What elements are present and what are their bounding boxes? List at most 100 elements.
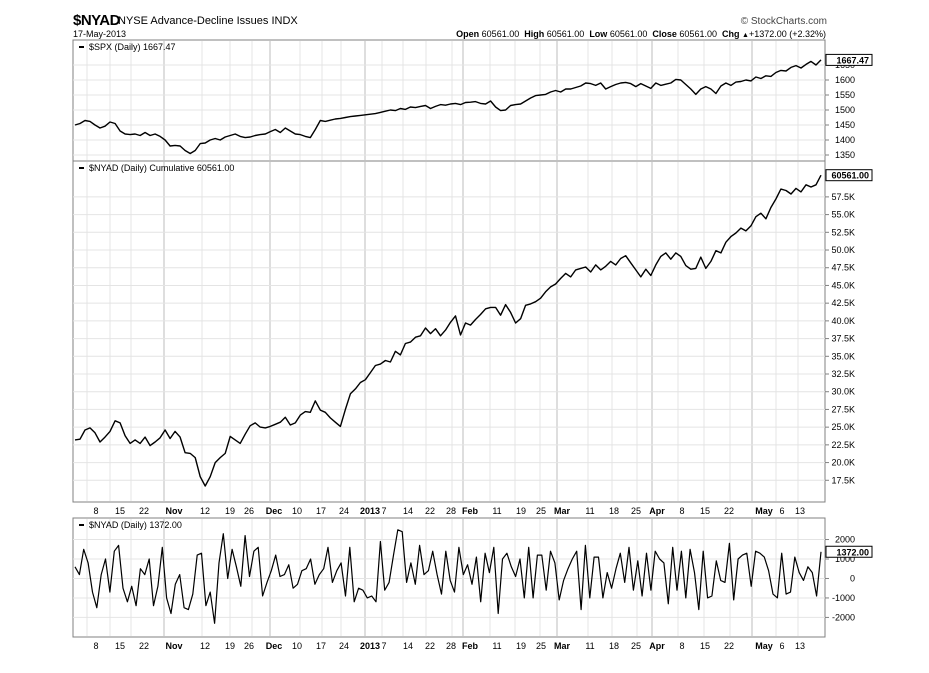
- x-axis-top-label: Mar: [554, 506, 571, 516]
- ohlc-high-label: High: [524, 29, 545, 39]
- daily-ytick-label: 2000: [835, 535, 855, 545]
- x-axis-top-label: 15: [115, 506, 125, 516]
- nyad-ytick-label: 32.5K: [831, 369, 855, 379]
- x-axis-top-label: Nov: [165, 506, 182, 516]
- nyad-ytick-label: 22.5K: [831, 440, 855, 450]
- x-axis-top-label: 14: [403, 506, 413, 516]
- x-axis-top-label: 18: [609, 506, 619, 516]
- price-series-line: [74, 59, 822, 155]
- price-ytick-label: 1450: [835, 120, 855, 130]
- x-axis-top-label: May: [755, 506, 773, 516]
- daily-last-value-frame: [825, 545, 873, 558]
- x-axis-top-label: 2013: [360, 506, 380, 516]
- x-axis-top-label: 8: [679, 506, 684, 516]
- x-axis-bottom-label: 22: [139, 641, 149, 651]
- x-axis-bottom-label: May: [755, 641, 773, 651]
- nyad-ytick-label: 30.0K: [831, 387, 855, 397]
- chart-date: 17-May-2013: [73, 29, 127, 39]
- x-axis-top-label: 10: [292, 506, 302, 516]
- nyad-ytick-label: 55.0K: [831, 210, 855, 220]
- x-axis-top-label: 25: [631, 506, 641, 516]
- x-axis-bottom-label: 22: [724, 641, 734, 651]
- x-axis-top-label: 11: [585, 506, 594, 516]
- price-panel-yticks: 1350140014501500155016001650: [825, 60, 855, 160]
- x-axis-bottom-label: 13: [795, 641, 805, 651]
- x-axis-bottom-label: Dec: [266, 641, 283, 651]
- x-axis-bottom-label: 8: [93, 641, 98, 651]
- symbol-name: NYSE Advance-Decline Issues: [118, 15, 269, 27]
- daily-panel: $NYAD (Daily) 1372.00 -2000 -1000 0 1000 200…: [72, 517, 873, 638]
- up-arrow-icon: ▲: [742, 32, 749, 39]
- price-ytick-label: 1400: [835, 135, 855, 145]
- x-axis-bottom-label: 17: [316, 641, 326, 651]
- x-axis-bottom-label: Nov: [165, 641, 182, 651]
- nyad-ytick-label: 42.5K: [831, 298, 855, 308]
- x-axis-top-label: Feb: [462, 506, 479, 516]
- x-axis-top-label: 26: [244, 506, 254, 516]
- symbol-description: NYSE Advance-Decline Issues INDX: [118, 15, 298, 27]
- x-axis-top-label: 6: [779, 506, 784, 516]
- nyad-ytick-label: 57.5K: [831, 192, 855, 202]
- x-axis-bottom-label: 26: [244, 641, 254, 651]
- x-axis-top-label: 19: [225, 506, 235, 516]
- daily-series-line: [74, 529, 822, 624]
- x-axis-top-label: 22: [425, 506, 435, 516]
- x-axis-bottom-label: Feb: [462, 641, 479, 651]
- ohlc-low-label: Low: [589, 29, 608, 39]
- ohlc-open-label: Open: [456, 29, 480, 39]
- nyad-ytick-label: 17.5K: [831, 475, 855, 485]
- nyad-ytick-label: 50.0K: [831, 245, 855, 255]
- x-axis-bottom-label: 15: [700, 641, 710, 651]
- x-axis-bottom-label: 25: [536, 641, 546, 651]
- x-axis-bottom-label: 2013: [360, 641, 380, 651]
- nyad-ytick-label: 40.0K: [831, 316, 855, 326]
- x-axis-top-label: 28: [446, 506, 456, 516]
- x-axis-top-label: 11: [492, 506, 501, 516]
- brand-label: © StockCharts.com: [740, 16, 827, 27]
- ohlc-low-value: 60561.00: [609, 29, 648, 39]
- x-axis-top-label: 15: [700, 506, 710, 516]
- nyad-panel-grid: [73, 162, 825, 501]
- x-axis-bottom-label: Mar: [554, 641, 571, 651]
- daily-last-value: 1372.00: [836, 547, 869, 557]
- x-axis-bottom-label: 12: [200, 641, 210, 651]
- daily-last-value-box: 1372.00: [825, 545, 873, 558]
- x-axis-top-label: Dec: [266, 506, 283, 516]
- ohlc-summary: Open 60561.00 High 60561.00 Low 60561.00…: [456, 29, 826, 39]
- daily-panel-title: $NYAD (Daily) 1372.00: [89, 520, 182, 530]
- nyad-ytick-label: 45.0K: [831, 280, 855, 290]
- price-last-value-frame: [825, 53, 873, 66]
- x-axis-top-label: 8: [93, 506, 98, 516]
- daily-ytick-label: 0: [850, 573, 855, 583]
- price-panel: $SPX (Daily) 1667.47 1350 1400 1450 1500 155…: [72, 39, 873, 162]
- nyad-ytick-label: 47.5K: [831, 263, 855, 273]
- x-axis-bottom: 8 15 22 Nov 12 19 26 Dec 10 17 24 2013 7 14 22 28 Feb 11 1…: [93, 641, 805, 651]
- nyad-series-line: [74, 174, 822, 487]
- x-axis-top: 8 15 22 Nov 12 19 26 Dec 10 17 24 2013 7 14 22 28 Feb 11 1…: [93, 506, 805, 516]
- x-axis-bottom-label: 11: [585, 641, 594, 651]
- price-panel-frame: [72, 39, 826, 162]
- price-ytick-label: 1350: [835, 150, 855, 160]
- nyad-last-value: 60561.00: [831, 171, 869, 181]
- daily-panel-grid: [73, 519, 825, 636]
- nyad-panel: $NYAD (Daily) Cumulative 60561.00 17.5K 2…: [72, 160, 873, 503]
- ohlc-high-value: 60561.00: [546, 29, 585, 39]
- x-axis-bottom-label: 19: [516, 641, 526, 651]
- x-axis-bottom-label: 6: [779, 641, 784, 651]
- x-axis-top-label: 7: [381, 506, 386, 516]
- x-axis-top-label: 22: [139, 506, 149, 516]
- x-axis-bottom-label: 14: [403, 641, 413, 651]
- ohlc-open-value: 60561.00: [481, 29, 520, 39]
- x-axis-bottom-label: 25: [631, 641, 641, 651]
- nyad-last-value-frame: [825, 169, 873, 182]
- price-ytick-label: 1600: [835, 75, 855, 85]
- x-axis-bottom-label: 15: [115, 641, 125, 651]
- nyad-last-value-box: 60561.00: [825, 169, 873, 182]
- symbol-label: $NYAD: [73, 12, 120, 29]
- nyad-ytick-label: 37.5K: [831, 334, 855, 344]
- nyad-panel-yticks: 17.5K 20.0K 22.5K 25.0K 27.5K 30.0K 32.5K 35.0K…: [825, 192, 855, 485]
- x-axis-top-label: 19: [516, 506, 526, 516]
- nyad-ytick-label: 35.0K: [831, 351, 855, 361]
- x-axis-bottom-label: 8: [679, 641, 684, 651]
- daily-ytick-label: -1000: [832, 593, 855, 603]
